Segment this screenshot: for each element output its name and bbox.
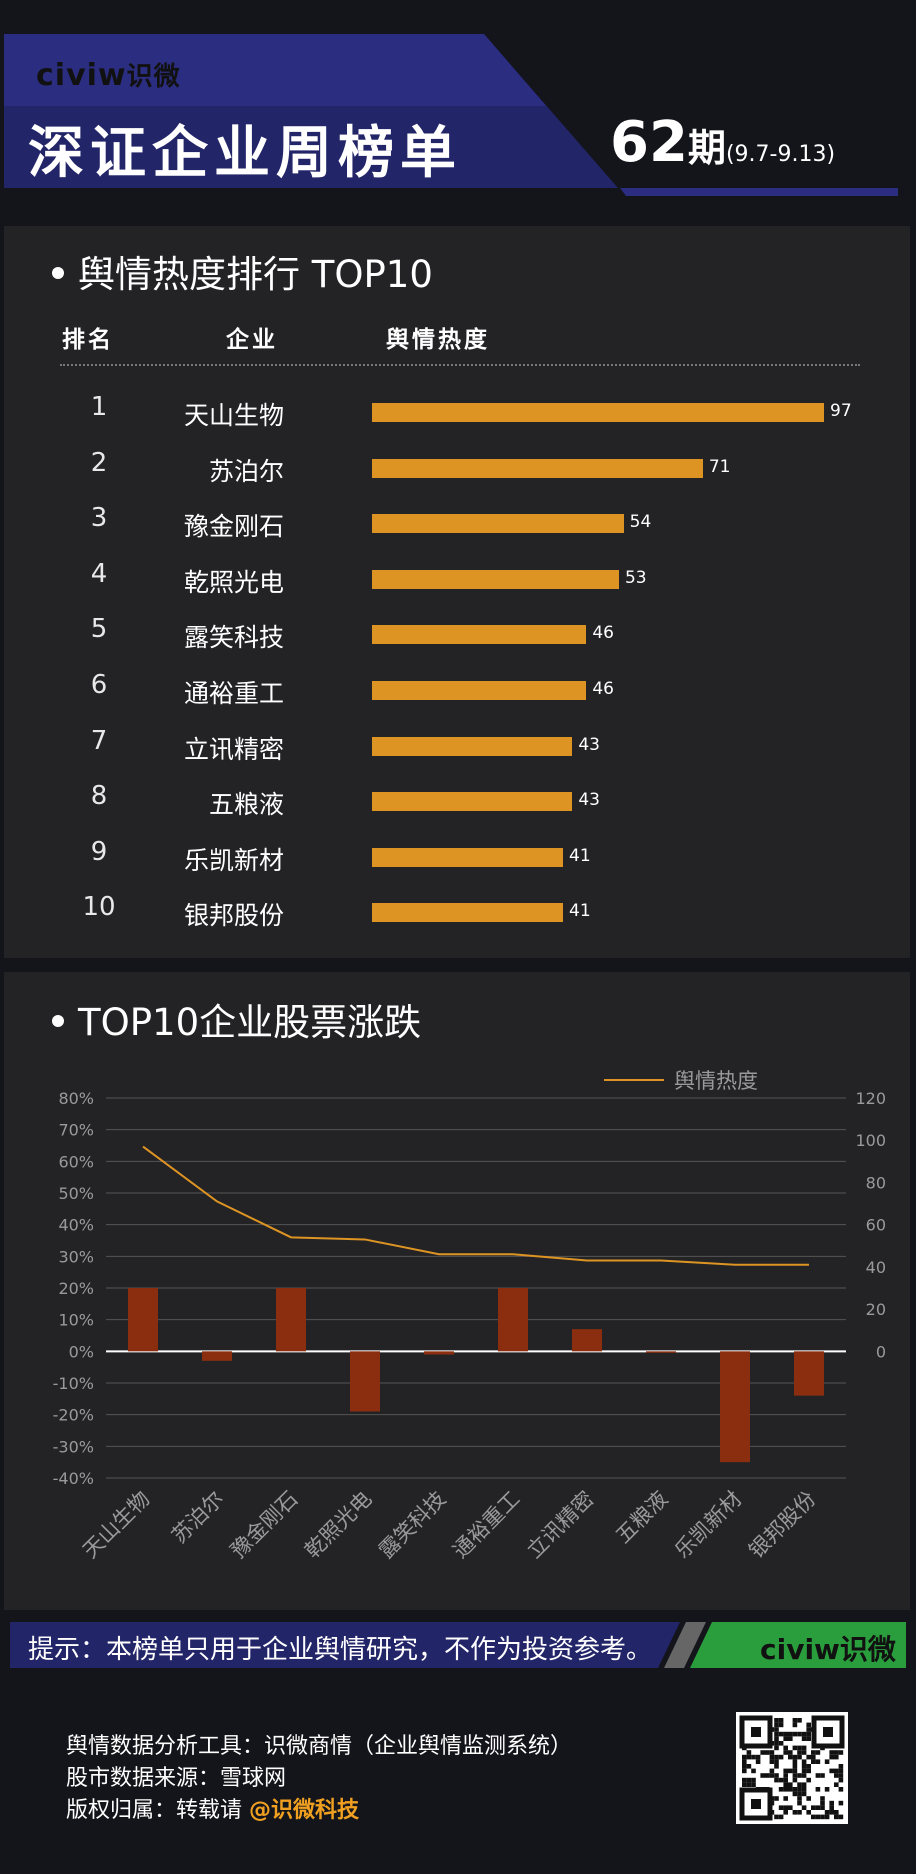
heat-ranking-panel bbox=[4, 226, 910, 958]
heat-value: 43 bbox=[578, 734, 600, 755]
rank-number: 3 bbox=[90, 503, 108, 534]
bullet-icon bbox=[52, 266, 64, 279]
header-divider bbox=[60, 364, 860, 366]
header: civiw识微 深证企业周榜单 62期(9.7-9.13) bbox=[0, 0, 916, 210]
heat-bar bbox=[372, 847, 564, 867]
tip-text: 提示：本榜单只用于企业舆情研究，不作为投资参考。 bbox=[28, 1635, 653, 1665]
issue-label: 62期(9.7-9.13) bbox=[610, 110, 835, 175]
heat-value: 46 bbox=[592, 679, 614, 699]
heat-bar bbox=[372, 569, 619, 589]
company-name: 天山生物 bbox=[183, 401, 284, 430]
heat-value: 41 bbox=[569, 901, 591, 922]
company-name: 苏泊尔 bbox=[208, 456, 284, 486]
rank-number: 4 bbox=[90, 558, 108, 589]
company-name: 乾照光电 bbox=[183, 567, 284, 597]
rank-number: 7 bbox=[90, 725, 108, 756]
rank-number: 9 bbox=[90, 836, 108, 867]
section-title-stock-text: TOP10企业股票涨跌 bbox=[78, 1001, 422, 1044]
page-title: 深证企业周榜单 bbox=[28, 121, 462, 186]
bullet-icon bbox=[52, 1014, 64, 1027]
date-range: (9.7-9.13) bbox=[725, 142, 836, 167]
company-name: 银邦股份 bbox=[183, 901, 284, 931]
column-header-rank: 排名 bbox=[62, 327, 114, 353]
heat-bar bbox=[372, 625, 587, 645]
section-title-heat-text: 舆情热度排行 TOP10 bbox=[78, 253, 433, 296]
heat-value: 54 bbox=[629, 512, 652, 533]
heat-bar bbox=[372, 403, 824, 422]
footer-copyright: 版权归属：转载请 @识微科技 bbox=[66, 1792, 359, 1824]
section-title-stock: TOP10企业股票涨跌 bbox=[52, 992, 421, 1046]
heat-bar bbox=[372, 458, 703, 478]
company-name: 露笑科技 bbox=[183, 623, 284, 653]
tip-logo: civiw识微 bbox=[760, 1633, 896, 1666]
heat-value: 41 bbox=[569, 845, 591, 866]
company-name: 通裕重工 bbox=[183, 679, 284, 708]
heat-bar bbox=[372, 736, 573, 756]
column-header-company: 企业 bbox=[226, 327, 278, 353]
heat-bar bbox=[372, 514, 624, 534]
heat-bar bbox=[372, 903, 564, 923]
company-name: 五粮液 bbox=[208, 790, 284, 820]
company-name: 乐凯新材 bbox=[183, 845, 284, 875]
civiw-logo: civiw识微 bbox=[36, 56, 181, 93]
rank-number: 1 bbox=[90, 392, 108, 422]
footer-copyright-link[interactable]: @识微科技 bbox=[249, 1798, 360, 1823]
column-header-heat: 舆情热度 bbox=[386, 327, 490, 353]
footer-tool: 舆情数据分析工具：识微商情（企业舆情监测系统） bbox=[66, 1734, 573, 1759]
logo-latin: civiw bbox=[36, 58, 127, 93]
rank-number: 5 bbox=[90, 614, 108, 645]
section-title-heat: 舆情热度排行 TOP10 bbox=[52, 244, 433, 298]
issue-number: 62 bbox=[610, 110, 688, 175]
logo-cn: 识微 bbox=[126, 62, 181, 92]
heat-value: 71 bbox=[708, 456, 731, 477]
heat-value: 43 bbox=[578, 790, 600, 811]
heat-value: 53 bbox=[624, 567, 647, 588]
company-name: 豫金刚石 bbox=[183, 512, 284, 542]
footer-copyright-prefix: 版权归属：转载请 bbox=[66, 1798, 249, 1823]
tip-bar bbox=[10, 1622, 906, 1668]
qr-code bbox=[736, 1712, 848, 1824]
stock-change-panel bbox=[4, 972, 910, 1610]
heat-bar bbox=[372, 681, 587, 700]
heat-bar bbox=[372, 792, 573, 812]
rank-number: 6 bbox=[90, 670, 108, 700]
rank-number: 2 bbox=[90, 447, 108, 478]
rank-number: 10 bbox=[82, 892, 116, 923]
heat-value: 97 bbox=[830, 401, 852, 421]
company-name: 立讯精密 bbox=[183, 734, 284, 764]
footer-source: 股市数据来源：雪球网 bbox=[66, 1766, 287, 1791]
heat-value: 46 bbox=[592, 623, 614, 644]
rank-number: 8 bbox=[90, 781, 108, 812]
issue-suffix: 期 bbox=[687, 126, 726, 170]
